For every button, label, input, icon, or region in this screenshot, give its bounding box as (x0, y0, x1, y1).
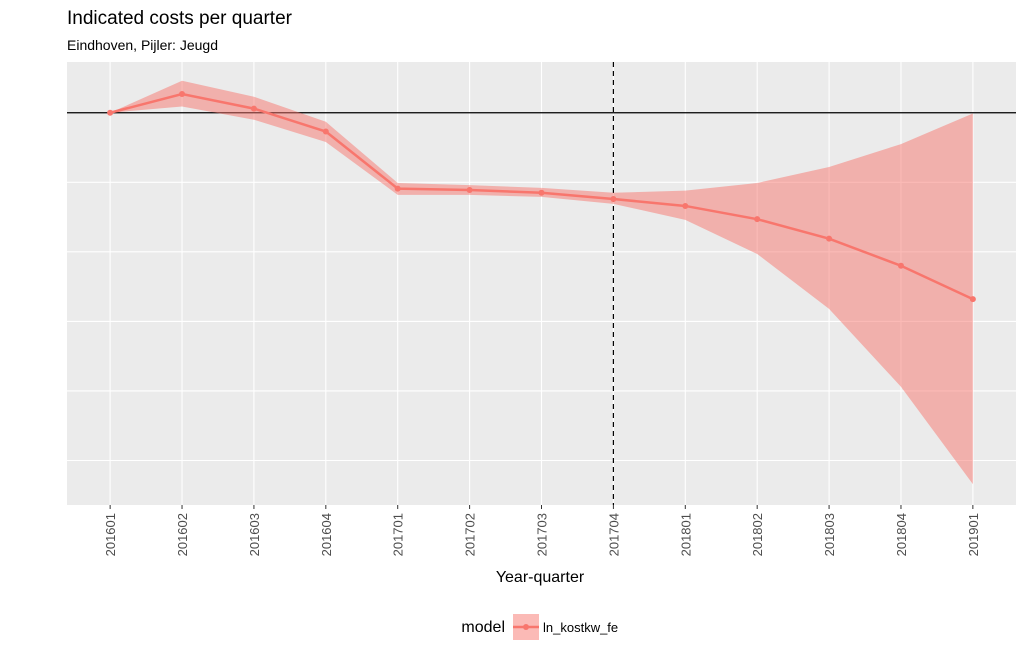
x-tick-label: 201802 (750, 513, 765, 556)
x-tick-label: 201901 (966, 513, 981, 556)
data-point (826, 235, 833, 242)
x-tick-label: 201803 (822, 513, 837, 556)
x-tick-label: 201602 (175, 513, 190, 556)
x-tick-label: 201603 (247, 513, 262, 556)
data-point (394, 185, 401, 192)
data-point (897, 262, 904, 269)
legend-label: ln_kostkw_fe (543, 620, 618, 635)
data-point (969, 296, 976, 303)
data-point (250, 105, 257, 112)
data-point (107, 109, 114, 116)
data-point (466, 186, 473, 193)
data-point (322, 128, 329, 135)
data-point (754, 216, 761, 223)
x-tick-label: 201804 (894, 513, 909, 556)
legend-key-point (523, 624, 529, 630)
chart-title: Indicated costs per quarter (67, 8, 293, 29)
x-tick-label: 201801 (678, 513, 693, 556)
legend-title: model (461, 619, 505, 636)
x-tick-label: 201704 (606, 513, 621, 556)
x-tick-label: 201703 (535, 513, 550, 556)
confidence-band (110, 80, 973, 485)
data-point (682, 202, 689, 209)
data-point (179, 90, 186, 97)
x-tick-label: 201601 (103, 513, 118, 556)
x-tick-label: 201701 (391, 513, 406, 556)
data-point (538, 189, 545, 196)
x-tick-label: 201604 (319, 513, 334, 556)
x-tick-label: 201702 (463, 513, 478, 556)
chart-subtitle: Eindhoven, Pijler: Jeugd (67, 37, 218, 53)
data-point (610, 196, 617, 203)
x-axis-title: Year-quarter (496, 569, 585, 586)
